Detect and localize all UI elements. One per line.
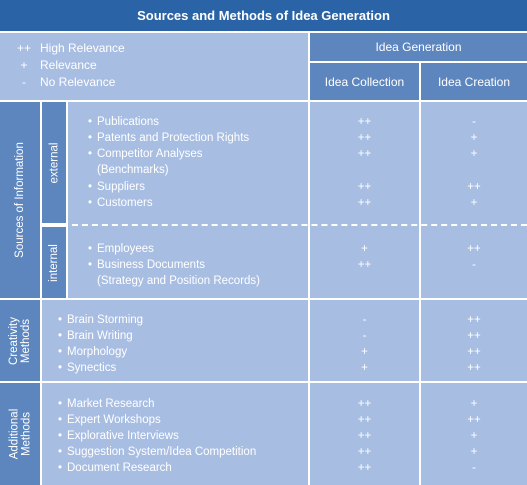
- value-cell: ++: [357, 462, 372, 474]
- additional-label-text: Additional Methods: [8, 408, 33, 460]
- list-item: • Customers: [88, 197, 153, 209]
- creativity-creation-values: ++ ++ ++ ++: [421, 300, 527, 381]
- list-item: (Strategy and Position Records): [97, 275, 260, 287]
- value-cell: ++: [357, 430, 372, 442]
- additional-collection-values: ++ ++ ++ ++ ++: [310, 383, 419, 485]
- value-cell: ++: [467, 346, 481, 358]
- value-cell: -: [472, 259, 476, 271]
- legend-row: + Relevance: [8, 58, 97, 72]
- list-item: • Employees: [88, 243, 154, 255]
- additional-items: • Market Research • Expert Workshops • Expl…: [42, 383, 308, 485]
- list-item: • Competitor Analyses: [88, 148, 203, 160]
- list-item: • Document Research: [58, 462, 172, 474]
- list-item: • Suggestion System/Idea Competition: [58, 446, 257, 458]
- value-cell: +: [470, 197, 478, 209]
- value-cell: ++: [357, 414, 372, 426]
- value-cell: +: [361, 243, 368, 255]
- list-item: • Morphology: [58, 346, 128, 358]
- value-cell: ++: [467, 243, 481, 255]
- value-cell: -: [472, 462, 476, 474]
- header-idea-collection: Idea Collection: [310, 63, 419, 100]
- value-cell: ++: [357, 197, 372, 209]
- list-item: • Patents and Protection Rights: [88, 132, 250, 144]
- value-cell: +: [470, 398, 478, 410]
- value-cell: -: [362, 314, 367, 326]
- external-label-text: external: [48, 142, 61, 183]
- sources-collection-values: ++ ++ ++ ++ ++ + ++: [310, 102, 419, 298]
- legend-text: Relevance: [40, 58, 97, 72]
- value-cell: ++: [467, 414, 481, 426]
- section-label-additional: Additional Methods: [0, 383, 40, 485]
- legend-symbol: -: [22, 75, 26, 89]
- list-item: • Suppliers: [88, 181, 145, 193]
- header-idea-generation: Idea Generation: [310, 33, 527, 61]
- list-item: • Business Documents: [88, 259, 206, 271]
- list-item: • Brain Writing: [58, 330, 133, 342]
- legend-row: ++ High Relevance: [8, 41, 125, 55]
- value-cell: ++: [357, 259, 372, 271]
- additional-creation-values: + ++ + + -: [421, 383, 527, 485]
- sources-creation-values: - + + ++ + ++ -: [421, 102, 527, 298]
- value-cell: ++: [357, 181, 372, 193]
- value-cell: -: [362, 330, 367, 342]
- subsection-label-external: external: [42, 102, 66, 223]
- creativity-items: • Brain Storming • Brain Writing • Morpholo…: [42, 300, 308, 381]
- list-item: • Explorative Interviews: [58, 430, 179, 442]
- section-label-creativity: Creativity Methods: [0, 300, 40, 381]
- legend-text: High Relevance: [40, 41, 125, 55]
- list-item: • Synectics: [58, 362, 117, 374]
- header-idea-creation: Idea Creation: [421, 63, 527, 100]
- legend-row: - No Relevance: [8, 75, 115, 89]
- list-item: • Brain Storming: [58, 314, 144, 326]
- value-cell: ++: [467, 362, 481, 374]
- value-cell: +: [470, 446, 478, 458]
- list-item: • Market Research: [58, 398, 155, 410]
- creativity-label-text: Creativity Methods: [8, 316, 32, 365]
- value-cell: -: [472, 116, 476, 128]
- legend-text: No Relevance: [40, 75, 116, 89]
- legend: ++ High Relevance + Relevance - No Relev…: [0, 33, 308, 100]
- value-cell: ++: [467, 181, 481, 193]
- list-item: (Benchmarks): [97, 164, 169, 176]
- legend-symbol: +: [20, 58, 28, 72]
- sources-items: • Publications • Patents and Protection Ri…: [68, 102, 308, 298]
- table-title: Sources and Methods of Idea Generation: [0, 0, 527, 31]
- section-label-sources: Sources of Information: [0, 102, 40, 298]
- subsection-label-internal: internal: [42, 227, 66, 298]
- value-cell: +: [470, 148, 478, 160]
- value-cell: ++: [467, 314, 481, 326]
- value-cell: ++: [357, 398, 372, 410]
- value-cell: ++: [467, 330, 481, 342]
- value-cell: +: [361, 346, 368, 358]
- value-cell: ++: [357, 116, 372, 128]
- legend-symbol: ++: [16, 41, 31, 55]
- external-internal-divider: [42, 224, 527, 226]
- internal-label-text: internal: [48, 243, 60, 282]
- value-cell: +: [470, 132, 478, 144]
- sources-label-text: Sources of Information: [14, 142, 27, 258]
- list-item: • Publications: [88, 116, 160, 128]
- value-cell: +: [470, 430, 478, 442]
- value-cell: +: [361, 362, 368, 374]
- value-cell: ++: [357, 148, 372, 160]
- value-cell: ++: [357, 446, 372, 458]
- value-cell: ++: [357, 132, 372, 144]
- creativity-collection-values: - - + +: [310, 300, 419, 381]
- list-item: • Expert Workshops: [58, 414, 161, 426]
